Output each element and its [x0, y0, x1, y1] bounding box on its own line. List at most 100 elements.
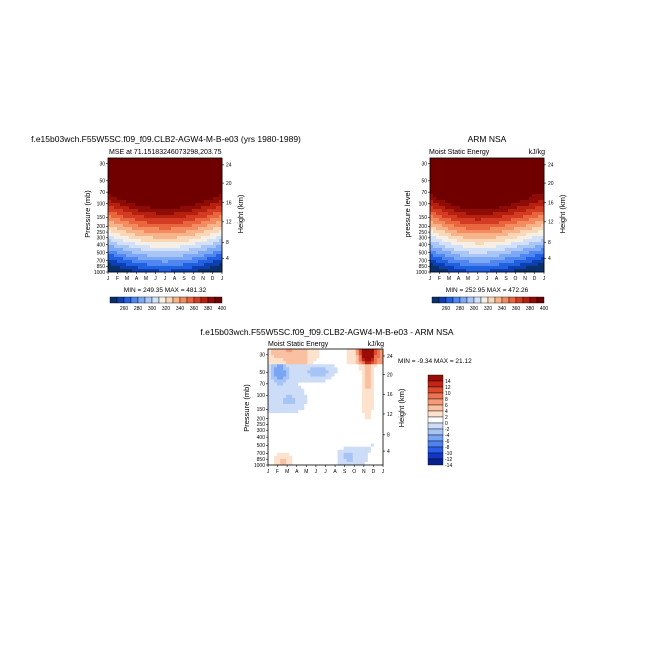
- obs-cell: [436, 206, 440, 210]
- diff-cell: [361, 388, 366, 393]
- obs-cell: [484, 230, 488, 234]
- model-cell: [213, 224, 217, 228]
- model-cell: [141, 173, 145, 177]
- obs-cell: [466, 170, 470, 174]
- model-cell: [153, 236, 157, 240]
- obs-cell: [481, 242, 485, 246]
- obs-cell: [457, 170, 461, 174]
- model-cell: [153, 227, 157, 231]
- obs-cell: [535, 158, 539, 162]
- diff-cell: [361, 370, 366, 374]
- model-cell: [135, 212, 139, 216]
- diff-cell: [364, 397, 369, 402]
- diff-cell: [340, 367, 345, 371]
- obs-cell: [523, 167, 527, 171]
- obs-cell: [505, 269, 509, 273]
- diff-cell: [325, 364, 329, 368]
- model-cell: [198, 173, 202, 177]
- diff-xtick-label: N: [362, 469, 366, 475]
- model-cell: [183, 206, 187, 210]
- diff-cell: [280, 403, 284, 408]
- obs-cell: [469, 212, 473, 216]
- obs-xtick-label: J: [429, 276, 432, 282]
- obs-cell: [436, 170, 440, 174]
- obs-cell: [457, 269, 461, 273]
- obs-cell: [520, 176, 524, 180]
- diff-cell: [376, 422, 381, 426]
- model-cell: [186, 182, 190, 186]
- model-cell: [189, 158, 193, 162]
- diff-ytick-label: 70: [259, 382, 265, 388]
- model-cell: [204, 266, 208, 270]
- model-cell: [132, 257, 136, 261]
- obs-cell: [541, 197, 545, 201]
- model-cell: [129, 167, 133, 171]
- obs-cell: [463, 242, 467, 246]
- model-cell: [120, 164, 124, 168]
- obs-cell: [433, 260, 437, 264]
- obs-cell: [487, 173, 491, 177]
- diff-cell: [271, 419, 275, 423]
- diff-cell: [304, 422, 308, 426]
- obs-cell: [520, 251, 524, 255]
- obs-cell: [466, 203, 470, 207]
- diff-cell: [349, 358, 354, 362]
- diff-cell: [298, 403, 302, 408]
- obs-cell: [487, 179, 491, 183]
- model-cell: [156, 173, 160, 177]
- obs-cell: [502, 170, 506, 174]
- obs-cell: [460, 200, 464, 204]
- model-cell: [123, 236, 127, 240]
- obs-cell: [451, 188, 455, 192]
- obs-cell: [535, 200, 539, 204]
- diff-cell: [316, 443, 320, 448]
- diff-cell: [310, 440, 314, 445]
- model-cell: [213, 251, 217, 255]
- model-cell: [111, 200, 115, 204]
- obs-cell: [469, 170, 473, 174]
- diff-cell: [289, 428, 293, 432]
- diff-cell: [289, 403, 293, 408]
- diff-cell: [277, 446, 281, 451]
- model-cell: [144, 224, 148, 228]
- model-cell: [165, 164, 169, 168]
- obs-cell: [448, 158, 452, 162]
- model-cell: [141, 203, 145, 207]
- diff-cell: [298, 410, 302, 414]
- model-cell: [183, 254, 187, 258]
- obs-cell: [478, 212, 482, 216]
- model-cell: [210, 158, 214, 162]
- model-cell: [147, 206, 151, 210]
- obs-cell: [517, 206, 521, 210]
- model-cell: [126, 203, 130, 207]
- model-cell: [123, 266, 127, 270]
- model-cell: [150, 263, 154, 267]
- diff-cell: [271, 458, 275, 463]
- model-cell: [210, 224, 214, 228]
- diff-cell: [370, 367, 375, 371]
- model-ytick-label: 200: [97, 224, 106, 230]
- diff-cell: [367, 428, 372, 432]
- obs-cell: [487, 242, 491, 246]
- diff-cell: [292, 403, 296, 408]
- model-cell: [159, 176, 163, 180]
- diff-cell: [295, 452, 299, 457]
- diff-cell: [286, 403, 290, 408]
- diff-cell: [322, 355, 326, 359]
- obs-cell: [466, 206, 470, 210]
- obs-cell: [505, 206, 509, 210]
- diff-cell: [304, 388, 308, 393]
- model-cell: [123, 224, 127, 228]
- model-cell: [126, 176, 130, 180]
- model-cell: [207, 215, 211, 219]
- obs-cell: [514, 248, 518, 252]
- obs-cell: [460, 221, 464, 225]
- diff-cell: [373, 355, 378, 359]
- obs-cell: [505, 167, 509, 171]
- model-cell: [141, 200, 145, 204]
- diff-cell: [349, 370, 354, 374]
- diff-cell: [343, 403, 348, 408]
- obs-cell: [472, 167, 476, 171]
- obs-cell: [538, 242, 542, 246]
- obs-cell: [511, 242, 515, 246]
